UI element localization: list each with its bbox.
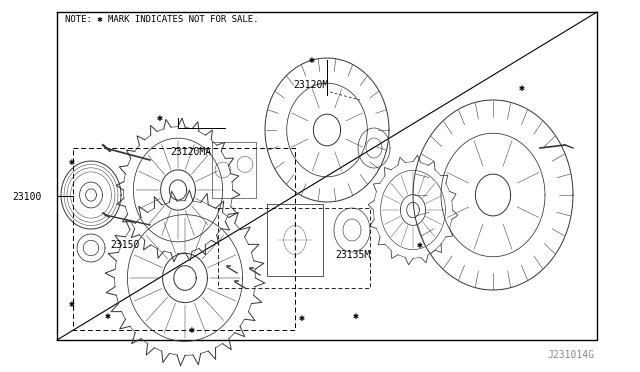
Text: ✱: ✱ — [105, 311, 111, 321]
Text: ✱: ✱ — [519, 83, 525, 93]
Text: J231014G: J231014G — [547, 350, 594, 360]
Text: 23100: 23100 — [12, 192, 42, 202]
Text: NOTE: ✱ MARK INDICATES NOT FOR SALE.: NOTE: ✱ MARK INDICATES NOT FOR SALE. — [65, 15, 259, 24]
Text: 23150: 23150 — [110, 240, 140, 250]
Text: ✱: ✱ — [69, 157, 75, 167]
Text: ✱: ✱ — [299, 313, 305, 323]
Text: ✱: ✱ — [157, 113, 163, 123]
Text: 23135M: 23135M — [335, 250, 371, 260]
Text: ✱: ✱ — [189, 325, 195, 335]
Text: 23120MA: 23120MA — [170, 147, 211, 157]
Text: 23120M: 23120M — [293, 80, 328, 90]
Text: ✱: ✱ — [309, 55, 315, 65]
Text: ✱: ✱ — [353, 311, 359, 321]
Text: ✱: ✱ — [69, 299, 75, 309]
Text: ✱: ✱ — [417, 240, 423, 250]
